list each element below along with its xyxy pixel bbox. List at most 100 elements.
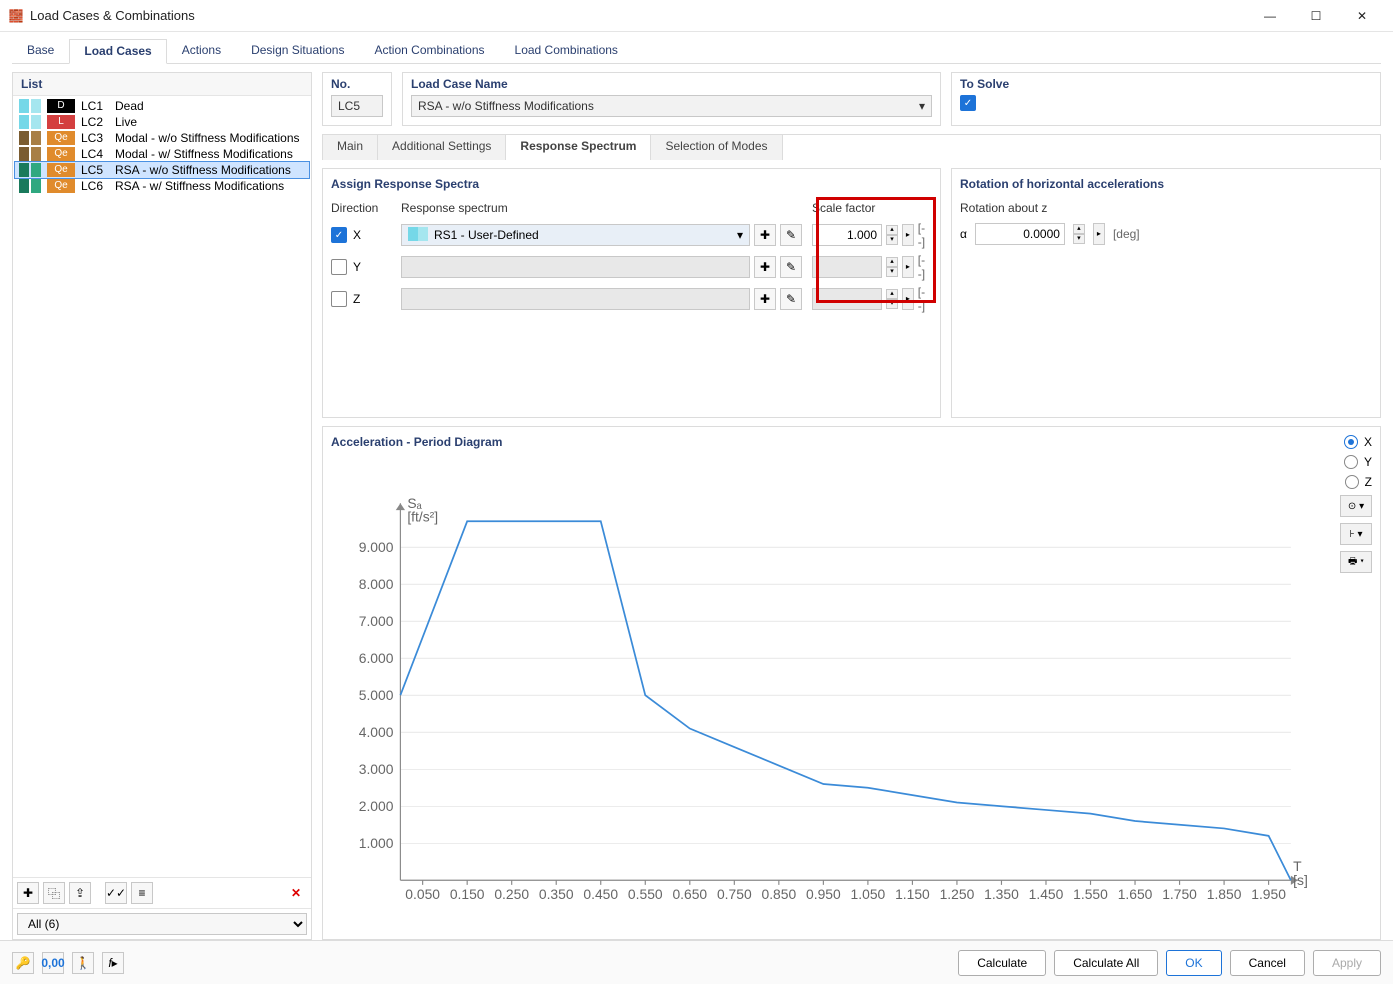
tab-design-situations[interactable]: Design Situations	[236, 38, 359, 63]
cancel-button[interactable]: Cancel	[1230, 950, 1305, 976]
tab-base[interactable]: Base	[12, 38, 69, 63]
svg-text:0.850: 0.850	[761, 886, 796, 902]
subtab-selection-of-modes[interactable]: Selection of Modes	[651, 135, 782, 160]
new-icon[interactable]: ✚	[17, 882, 39, 904]
name-value: RSA - w/o Stiffness Modifications	[418, 99, 594, 113]
tab-action-combinations[interactable]: Action Combinations	[359, 38, 499, 63]
spectrum-combo[interactable]	[401, 256, 750, 278]
chart-zoom-icon[interactable]: ⊙ ▾	[1340, 495, 1372, 517]
copy-icon[interactable]: ⿻	[43, 882, 65, 904]
chart-radio-y[interactable]: Y	[1322, 455, 1372, 469]
no-field[interactable]	[331, 95, 383, 117]
subtab-main[interactable]: Main	[323, 135, 378, 160]
svg-text:1.550: 1.550	[1073, 886, 1108, 902]
load-case-item[interactable]: QeLC5RSA - w/o Stiffness Modifications	[15, 162, 309, 178]
spectrum-new-icon[interactable]: ✚	[754, 224, 776, 246]
svg-text:[ft/s²]: [ft/s²]	[407, 509, 438, 525]
direction-label: X	[353, 228, 361, 242]
load-case-item[interactable]: QeLC6RSA - w/ Stiffness Modifications	[15, 178, 309, 194]
svg-text:8.000: 8.000	[359, 576, 394, 592]
svg-text:9.000: 9.000	[359, 539, 394, 555]
svg-text:1.850: 1.850	[1207, 886, 1242, 902]
svg-text:0.450: 0.450	[583, 886, 618, 902]
calculate-button[interactable]: Calculate	[958, 950, 1046, 976]
function-icon[interactable]: f▸	[102, 952, 124, 974]
chart-radio-x[interactable]: X	[1322, 435, 1372, 449]
chevron-down-icon: ▾	[919, 99, 925, 113]
load-case-item[interactable]: QeLC3Modal - w/o Stiffness Modifications	[15, 130, 309, 146]
lc-code: LC2	[81, 115, 109, 129]
direction-checkbox[interactable]	[331, 291, 347, 307]
tab-load-cases[interactable]: Load Cases	[69, 39, 166, 64]
check-icon[interactable]: ✓✓	[105, 882, 127, 904]
direction-checkbox[interactable]: ✓	[331, 227, 347, 243]
svg-text:7.000: 7.000	[359, 613, 394, 629]
calculate-all-button[interactable]: Calculate All	[1054, 950, 1158, 976]
to-solve-checkbox[interactable]: ✓	[960, 95, 976, 111]
svg-text:1.750: 1.750	[1162, 886, 1197, 902]
lc-code: LC1	[81, 99, 109, 113]
lc-name: Modal - w/ Stiffness Modifications	[115, 147, 305, 161]
scale-arrow-icon[interactable]: ▸	[902, 224, 914, 246]
chart-radio-z[interactable]: Z	[1322, 475, 1372, 489]
svg-text:0.050: 0.050	[405, 886, 440, 902]
rotation-panel: Rotation of horizontal accelerations Rot…	[951, 168, 1381, 418]
close-button[interactable]: ✕	[1339, 0, 1385, 32]
spectrum-new-icon[interactable]: ✚	[754, 288, 776, 310]
maximize-button[interactable]: ☐	[1293, 0, 1339, 32]
name-combo[interactable]: RSA - w/o Stiffness Modifications ▾	[411, 95, 932, 117]
minimize-button[interactable]: —	[1247, 0, 1293, 32]
tab-actions[interactable]: Actions	[167, 38, 236, 63]
scale-unit: [--]	[918, 253, 932, 281]
scale-unit: [--]	[918, 221, 932, 249]
load-case-list[interactable]: DLC1DeadLLC2LiveQeLC3Modal - w/o Stiffne…	[13, 96, 311, 877]
direction-row-y: Y✚✎▴▾▸[--]	[331, 253, 932, 281]
load-case-item[interactable]: DLC1Dead	[15, 98, 309, 114]
chart-axis-icon[interactable]: ⊦ ▾	[1340, 523, 1372, 545]
svg-text:0.950: 0.950	[806, 886, 841, 902]
subtab-response-spectrum[interactable]: Response Spectrum	[506, 135, 651, 160]
direction-label: Z	[353, 292, 360, 306]
scale-arrow-icon[interactable]: ▸	[902, 256, 914, 278]
person-icon[interactable]: 🚶	[72, 952, 94, 974]
lc-code: LC3	[81, 131, 109, 145]
chart-print-icon[interactable]: 🖶 ▾	[1340, 551, 1372, 573]
rotation-label: Rotation about z	[960, 201, 1372, 215]
units-icon[interactable]: 0,00	[42, 952, 64, 974]
apply-button[interactable]: Apply	[1313, 950, 1381, 976]
spectrum-edit-icon[interactable]: ✎	[780, 256, 802, 278]
scale-arrow-icon[interactable]: ▸	[902, 288, 914, 310]
subtab-additional-settings[interactable]: Additional Settings	[378, 135, 506, 160]
lc-code: LC4	[81, 147, 109, 161]
rotation-arrow-icon[interactable]: ▸	[1093, 223, 1105, 245]
direction-label: Y	[353, 260, 361, 274]
spectrum-edit-icon[interactable]: ✎	[780, 224, 802, 246]
uncheck-icon[interactable]: ≡	[131, 882, 153, 904]
rotation-input[interactable]	[975, 223, 1065, 245]
lc-name: RSA - w/o Stiffness Modifications	[115, 163, 305, 177]
direction-checkbox[interactable]	[331, 259, 347, 275]
spectrum-edit-icon[interactable]: ✎	[780, 288, 802, 310]
spectrum-combo[interactable]	[401, 288, 750, 310]
scale-input[interactable]	[812, 224, 882, 246]
spectrum-new-icon[interactable]: ✚	[754, 256, 776, 278]
to-solve-label: To Solve	[960, 77, 1372, 91]
svg-text:0.350: 0.350	[539, 886, 574, 902]
load-case-item[interactable]: QeLC4Modal - w/ Stiffness Modifications	[15, 146, 309, 162]
delete-icon[interactable]: ✕	[285, 882, 307, 904]
filter-select[interactable]: All (6)	[17, 913, 307, 935]
lc-code: LC5	[81, 163, 109, 177]
svg-text:2.000: 2.000	[359, 798, 394, 814]
svg-text:3.000: 3.000	[359, 761, 394, 777]
tab-load-combinations[interactable]: Load Combinations	[500, 38, 633, 63]
col-scale: Scale factor	[812, 201, 932, 215]
svg-text:1.450: 1.450	[1029, 886, 1064, 902]
ok-button[interactable]: OK	[1166, 950, 1221, 976]
scale-input	[812, 256, 882, 278]
svg-text:0.550: 0.550	[628, 886, 663, 902]
spectrum-combo[interactable]: RS1 - User-Defined▾	[401, 224, 750, 246]
load-case-item[interactable]: LLC2Live	[15, 114, 309, 130]
key-icon[interactable]: 🔑	[12, 952, 34, 974]
direction-row-x: ✓XRS1 - User-Defined▾✚✎▴▾▸[--]	[331, 221, 932, 249]
export-icon[interactable]: ⇪	[69, 882, 91, 904]
